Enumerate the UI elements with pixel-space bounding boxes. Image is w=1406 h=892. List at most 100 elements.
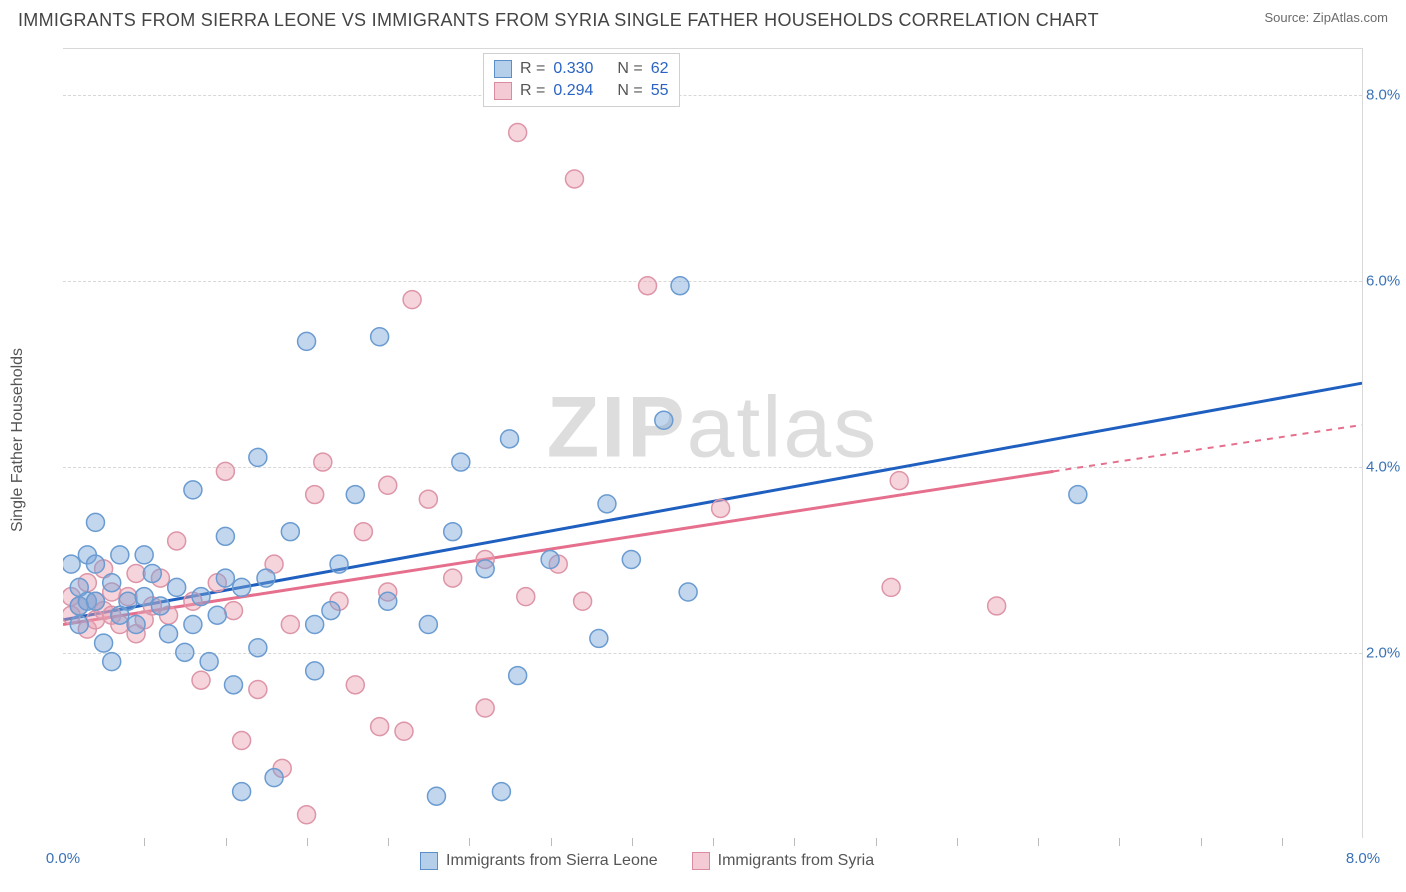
swatch-pink-icon bbox=[692, 852, 710, 870]
data-point-syria bbox=[249, 680, 267, 698]
data-point-sierra_leone bbox=[233, 578, 251, 596]
data-point-syria bbox=[379, 476, 397, 494]
data-point-syria bbox=[168, 532, 186, 550]
y-tick-label: 8.0% bbox=[1366, 87, 1406, 104]
swatch-blue-icon bbox=[420, 852, 438, 870]
data-point-sierra_leone bbox=[655, 411, 673, 429]
header: IMMIGRANTS FROM SIERRA LEONE VS IMMIGRAN… bbox=[0, 0, 1406, 37]
data-point-sierra_leone bbox=[216, 569, 234, 587]
y-tick-label: 6.0% bbox=[1366, 273, 1406, 290]
data-point-sierra_leone bbox=[86, 592, 104, 610]
data-point-syria bbox=[476, 699, 494, 717]
data-point-syria bbox=[403, 291, 421, 309]
data-point-sierra_leone bbox=[346, 486, 364, 504]
data-point-sierra_leone bbox=[168, 578, 186, 596]
data-point-sierra_leone bbox=[265, 769, 283, 787]
data-point-sierra_leone bbox=[371, 328, 389, 346]
data-point-sierra_leone bbox=[379, 592, 397, 610]
data-point-sierra_leone bbox=[509, 667, 527, 685]
data-point-syria bbox=[988, 597, 1006, 615]
n-value-sierra-leone: 62 bbox=[651, 60, 669, 78]
data-point-sierra_leone bbox=[135, 588, 153, 606]
data-point-syria bbox=[574, 592, 592, 610]
legend-item-sierra-leone: Immigrants from Sierra Leone bbox=[420, 852, 658, 870]
data-point-syria bbox=[192, 671, 210, 689]
data-point-syria bbox=[127, 564, 145, 582]
data-point-sierra_leone bbox=[501, 430, 519, 448]
data-point-syria bbox=[216, 462, 234, 480]
data-point-sierra_leone bbox=[200, 653, 218, 671]
data-point-syria bbox=[395, 722, 413, 740]
data-point-sierra_leone bbox=[298, 332, 316, 350]
data-point-sierra_leone bbox=[281, 523, 299, 541]
data-point-syria bbox=[281, 616, 299, 634]
scatter-svg bbox=[63, 49, 1362, 838]
data-point-sierra_leone bbox=[86, 513, 104, 531]
data-point-sierra_leone bbox=[192, 588, 210, 606]
data-point-sierra_leone bbox=[208, 606, 226, 624]
data-point-syria bbox=[346, 676, 364, 694]
swatch-blue-icon bbox=[494, 60, 512, 78]
data-point-sierra_leone bbox=[1069, 486, 1087, 504]
x-max-label: 8.0% bbox=[1346, 850, 1380, 867]
data-point-sierra_leone bbox=[127, 616, 145, 634]
data-point-syria bbox=[517, 588, 535, 606]
data-point-sierra_leone bbox=[427, 787, 445, 805]
data-point-sierra_leone bbox=[225, 676, 243, 694]
data-point-sierra_leone bbox=[184, 616, 202, 634]
data-point-sierra_leone bbox=[70, 616, 88, 634]
data-point-sierra_leone bbox=[103, 574, 121, 592]
data-point-sierra_leone bbox=[452, 453, 470, 471]
x-min-label: 0.0% bbox=[46, 850, 80, 867]
y-tick-label: 2.0% bbox=[1366, 645, 1406, 662]
chart-title: IMMIGRANTS FROM SIERRA LEONE VS IMMIGRAN… bbox=[18, 10, 1099, 31]
data-point-sierra_leone bbox=[322, 602, 340, 620]
data-point-sierra_leone bbox=[135, 546, 153, 564]
data-point-sierra_leone bbox=[86, 555, 104, 573]
data-point-sierra_leone bbox=[306, 616, 324, 634]
data-point-sierra_leone bbox=[151, 597, 169, 615]
data-point-sierra_leone bbox=[257, 569, 275, 587]
data-point-sierra_leone bbox=[103, 653, 121, 671]
data-point-sierra_leone bbox=[233, 783, 251, 801]
data-point-sierra_leone bbox=[216, 527, 234, 545]
data-point-sierra_leone bbox=[476, 560, 494, 578]
n-value-syria: 55 bbox=[651, 82, 669, 100]
trend-line-sierra_leone bbox=[63, 383, 1362, 620]
data-point-sierra_leone bbox=[306, 662, 324, 680]
data-point-sierra_leone bbox=[95, 634, 113, 652]
data-point-sierra_leone bbox=[143, 564, 161, 582]
data-point-sierra_leone bbox=[184, 481, 202, 499]
data-point-sierra_leone bbox=[176, 643, 194, 661]
data-point-sierra_leone bbox=[492, 783, 510, 801]
data-point-syria bbox=[890, 472, 908, 490]
data-point-syria bbox=[419, 490, 437, 508]
data-point-sierra_leone bbox=[679, 583, 697, 601]
stats-row-sierra-leone: R = 0.330 N = 62 bbox=[494, 58, 669, 80]
data-point-syria bbox=[306, 486, 324, 504]
source-label: Source: ZipAtlas.com bbox=[1264, 10, 1388, 25]
data-point-syria bbox=[712, 499, 730, 517]
data-point-sierra_leone bbox=[590, 629, 608, 647]
data-point-sierra_leone bbox=[63, 555, 80, 573]
legend-item-syria: Immigrants from Syria bbox=[692, 852, 874, 870]
chart-plot-area: ZIPatlas 2.0%4.0%6.0%8.0% R = 0.330 N = … bbox=[63, 48, 1363, 838]
data-point-syria bbox=[444, 569, 462, 587]
data-point-syria bbox=[225, 602, 243, 620]
data-point-syria bbox=[298, 806, 316, 824]
r-value-sierra-leone: 0.330 bbox=[553, 60, 593, 78]
data-point-sierra_leone bbox=[671, 277, 689, 295]
data-point-sierra_leone bbox=[541, 551, 559, 569]
data-point-syria bbox=[354, 523, 372, 541]
data-point-sierra_leone bbox=[249, 448, 267, 466]
data-point-sierra_leone bbox=[598, 495, 616, 513]
data-point-sierra_leone bbox=[249, 639, 267, 657]
data-point-sierra_leone bbox=[444, 523, 462, 541]
data-point-sierra_leone bbox=[160, 625, 178, 643]
data-point-syria bbox=[371, 718, 389, 736]
r-value-syria: 0.294 bbox=[553, 82, 593, 100]
data-point-sierra_leone bbox=[622, 551, 640, 569]
series-legend: Immigrants from Sierra Leone Immigrants … bbox=[420, 852, 874, 870]
data-point-sierra_leone bbox=[419, 616, 437, 634]
swatch-pink-icon bbox=[494, 82, 512, 100]
